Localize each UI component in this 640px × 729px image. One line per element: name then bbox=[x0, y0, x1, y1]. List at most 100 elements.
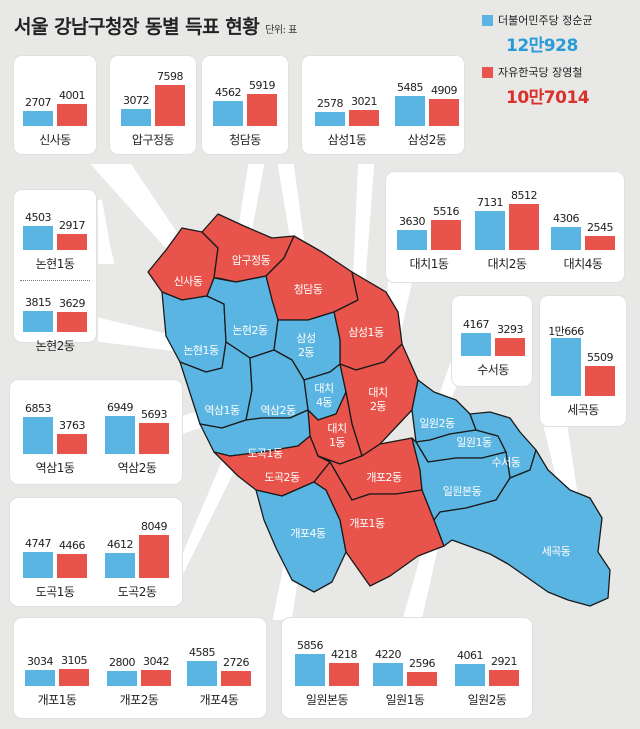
bar-red bbox=[57, 104, 87, 126]
legend-total-liberty: 10만7014 bbox=[506, 88, 590, 108]
bar-blue bbox=[373, 663, 403, 686]
bar-red bbox=[247, 94, 277, 126]
value-label-red: 5693 bbox=[141, 408, 168, 421]
value-label-red: 8049 bbox=[141, 520, 168, 533]
district-label-dogok2: 도곡2동 bbox=[264, 471, 300, 484]
bar-group-irwonbon: 5856 4218 일원본동 bbox=[294, 632, 360, 710]
value-label-red: 3629 bbox=[59, 297, 86, 310]
district-name: 대치4동 bbox=[563, 257, 603, 271]
bar-blue bbox=[23, 552, 53, 578]
bar-blue bbox=[25, 670, 55, 686]
bar-red bbox=[139, 535, 169, 578]
district-name: 청담동 bbox=[229, 133, 261, 147]
district-label-nonhyeon2: 논현2동 bbox=[232, 324, 268, 337]
bar-red bbox=[407, 672, 437, 686]
bar-red bbox=[429, 99, 459, 126]
district-gaepo4[interactable] bbox=[255, 481, 347, 593]
district-name: 일원본동 bbox=[305, 693, 349, 707]
bar-blue bbox=[455, 664, 485, 686]
district-name: 논현1동 bbox=[35, 257, 75, 271]
district-nonhyeon1[interactable] bbox=[161, 291, 227, 373]
bar-group-yeoksam2: 6949 5693 역삼2동 bbox=[104, 392, 170, 478]
bar-blue bbox=[23, 226, 53, 250]
title-text: 서울 강남구청장 동별 득표 현황 bbox=[14, 16, 260, 38]
bar-red bbox=[329, 663, 359, 686]
value-label-blue: 4585 bbox=[189, 646, 216, 659]
bar-red bbox=[349, 110, 379, 126]
card-divider bbox=[20, 280, 90, 281]
district-name: 역삼1동 bbox=[35, 461, 75, 475]
bar-group-dogok2: 4612 8049 도곡2동 bbox=[104, 510, 170, 602]
value-label-red: 5509 bbox=[587, 351, 614, 364]
district-name: 세곡동 bbox=[567, 403, 599, 417]
bar-blue bbox=[121, 109, 151, 126]
district-name: 도곡2동 bbox=[117, 585, 157, 599]
value-label-blue: 7131 bbox=[477, 196, 504, 209]
bar-red bbox=[585, 236, 615, 250]
bar-group-gaepo2: 2800 3042 개포2동 bbox=[106, 632, 172, 710]
legend: 더불어민주당 정순균 12만928 자유한국당 장영철 10만7014 bbox=[482, 12, 632, 116]
value-label-blue: 3815 bbox=[25, 296, 52, 309]
bar-red bbox=[57, 312, 87, 332]
bar-blue bbox=[295, 654, 325, 686]
unit-label: 단위: 표 bbox=[265, 25, 297, 36]
page-title: 서울 강남구청장 동별 득표 현황 단위: 표 bbox=[14, 12, 297, 39]
bar-blue bbox=[315, 112, 345, 126]
district-label-gaepo1: 개포1동 bbox=[349, 517, 385, 530]
district-name: 대치2동 bbox=[487, 257, 527, 271]
value-label-red: 7598 bbox=[157, 70, 184, 83]
value-label-blue: 4061 bbox=[457, 649, 484, 662]
bar-group-nonhyeon2: 3815 3629 논현2동 bbox=[22, 278, 88, 356]
value-label-red: 3763 bbox=[59, 419, 86, 432]
legend-item-democratic: 더불어민주당 정순균 bbox=[482, 12, 632, 28]
value-label-blue: 4612 bbox=[107, 538, 134, 551]
district-name: 개포4동 bbox=[199, 693, 239, 707]
value-label-red: 8512 bbox=[511, 189, 538, 202]
district-label-gaepo2: 개포2동 bbox=[366, 471, 402, 484]
district-label-irwon2: 일원2동 bbox=[419, 416, 455, 430]
legend-swatch-liberty bbox=[482, 66, 493, 78]
connector-nonhyeon1 bbox=[98, 199, 115, 264]
value-label-blue: 2578 bbox=[317, 97, 344, 110]
value-label-red: 2596 bbox=[409, 657, 436, 670]
value-label-red: 2726 bbox=[223, 656, 250, 669]
bar-blue bbox=[395, 96, 425, 126]
district-label-samseong1: 삼성1동 bbox=[348, 326, 384, 339]
bar-group-apgujeong: 3072 7598 압구정동 bbox=[120, 70, 186, 150]
bar-group-daechi4: 4306 2545 대치4동 bbox=[550, 196, 616, 274]
bar-group-gaepo4: 4585 2726 개포4동 bbox=[186, 632, 252, 710]
bar-blue bbox=[213, 101, 243, 126]
district-name: 대치1동 bbox=[409, 257, 449, 271]
value-label-blue: 3630 bbox=[399, 215, 426, 228]
bar-blue bbox=[187, 661, 217, 686]
bar-group-segok: 1만666 5509 세곡동 bbox=[548, 302, 616, 420]
value-label-red: 2917 bbox=[59, 219, 86, 232]
legend-label-democratic: 더불어민주당 정순균 bbox=[498, 14, 593, 27]
district-name: 일원1동 bbox=[385, 693, 425, 707]
bar-blue bbox=[107, 671, 137, 686]
bar-group-yeoksam1: 6853 3763 역삼1동 bbox=[22, 392, 88, 478]
value-label-red: 4466 bbox=[59, 539, 86, 552]
value-label-red: 3293 bbox=[497, 323, 524, 336]
district-segok[interactable] bbox=[433, 449, 611, 607]
bar-blue bbox=[551, 338, 581, 396]
bar-group-sinsa: 2707 4001 신사동 bbox=[22, 72, 88, 150]
district-name: 개포2동 bbox=[119, 693, 159, 707]
district-name: 논현2동 bbox=[35, 339, 75, 353]
bar-group-samseong2: 5485 4909 삼성2동 bbox=[394, 72, 460, 150]
bar-red bbox=[57, 234, 87, 250]
value-label-blue: 4503 bbox=[25, 211, 52, 224]
district-name: 일원2동 bbox=[467, 693, 507, 707]
bar-red bbox=[221, 671, 251, 686]
value-label-blue: 3034 bbox=[27, 655, 54, 668]
district-label-suseo: 수서동 bbox=[492, 456, 521, 469]
value-label-blue: 2800 bbox=[109, 656, 136, 669]
bar-group-suseo: 4167 3293 수서동 bbox=[460, 302, 526, 380]
bar-group-daechi1: 3630 5516 대치1동 bbox=[396, 196, 462, 274]
bar-blue bbox=[551, 227, 581, 250]
value-label-red: 4909 bbox=[431, 84, 458, 97]
district-name: 역삼2동 bbox=[117, 461, 157, 475]
value-label-red: 5919 bbox=[249, 79, 276, 92]
bar-red bbox=[139, 423, 169, 454]
district-label-sinsa: 신사동 bbox=[174, 275, 203, 288]
